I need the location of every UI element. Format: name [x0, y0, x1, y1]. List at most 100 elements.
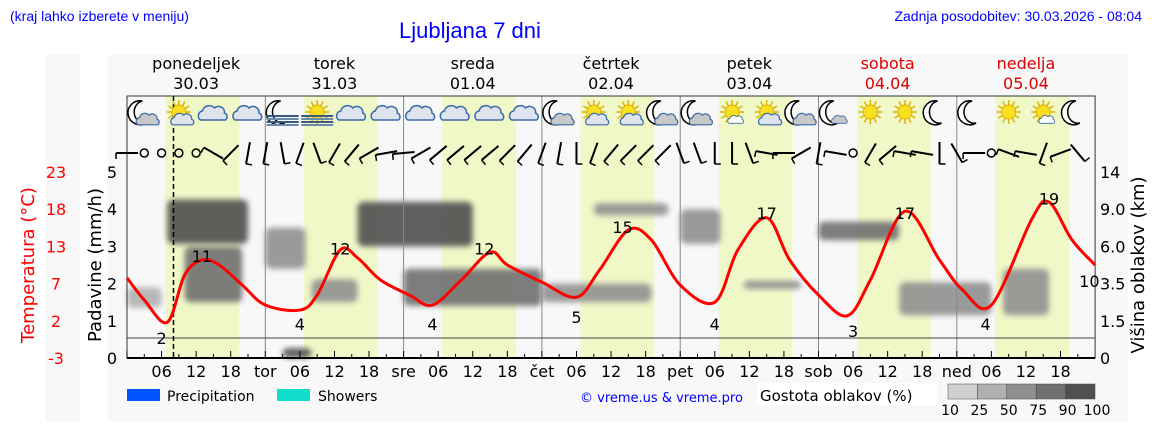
cloud-shape	[232, 104, 263, 121]
sun-ray	[759, 101, 764, 107]
sun-ray	[172, 101, 177, 107]
x-tick-day: sob	[804, 362, 832, 381]
wind-barb-feather	[295, 162, 303, 167]
wind-barb-staff	[358, 146, 380, 160]
x-tick-hour: 12	[877, 362, 897, 381]
wind-barb-staff	[911, 150, 934, 156]
sun-ray	[755, 114, 761, 119]
cloud-shape	[585, 112, 610, 126]
wind-barb-icon	[446, 145, 465, 166]
wind-barb-feather	[1084, 156, 1090, 163]
wind-barb-icon	[1049, 148, 1072, 163]
moon-cloud-icon	[645, 100, 679, 126]
density-level-label: 75	[1029, 403, 1047, 419]
wind-barb-staff	[556, 141, 563, 165]
wind-barb-icon	[713, 142, 721, 165]
sun-ray	[621, 101, 626, 107]
wind-barb-feather	[222, 160, 228, 166]
temperature-tick: 7	[51, 275, 61, 294]
wind-barb-icon	[995, 148, 1020, 158]
wind-barb-staff	[997, 148, 1020, 158]
sun-ray	[863, 101, 868, 107]
location-hint: (kraj lahko izberete v meniju)	[10, 8, 189, 24]
wind-barb-feather	[791, 158, 796, 165]
day-date: 05.04	[1003, 74, 1049, 93]
moon-cloud-icon	[680, 100, 713, 126]
cloud-height-tick: 1.5	[1100, 312, 1125, 331]
wind-calm-icon	[848, 148, 858, 158]
x-tick-hour: 06	[428, 362, 448, 381]
x-tick-hour: 18	[1050, 362, 1070, 381]
x-tick-hour: 12	[739, 362, 759, 381]
sun-ray	[1032, 114, 1038, 119]
wind-barb-icon	[754, 150, 778, 158]
cloud-shape	[370, 104, 401, 121]
sun-ray	[617, 105, 623, 110]
wind-barb-staff	[863, 142, 877, 164]
sun-disc	[897, 104, 913, 120]
sun-ray	[181, 101, 186, 107]
last-updated: Zadnja posodobitev: 30.03.2026 - 08:04	[894, 8, 1142, 24]
sun-ray	[907, 117, 912, 123]
cloud-layer	[265, 227, 306, 269]
temperature-label: 17	[756, 204, 776, 223]
moon-icon	[922, 100, 942, 126]
x-tick-hour: 18	[497, 362, 517, 381]
cloud-shape	[550, 112, 575, 126]
x-tick-hour: 12	[601, 362, 621, 381]
sun-ray	[582, 105, 589, 110]
temperature-label: 12	[330, 240, 350, 259]
x-tick-day: ned	[942, 362, 972, 381]
wind-barb-feather	[328, 161, 335, 167]
cloud-layer	[818, 221, 900, 241]
wind-barb-icon	[938, 142, 946, 165]
wind-barb-staff	[312, 142, 322, 164]
sun-ray	[894, 114, 900, 119]
wind-barb-icon	[815, 141, 823, 166]
cloud-shape	[831, 115, 848, 124]
density-swatch	[1006, 383, 1037, 400]
sun-ray	[599, 105, 605, 110]
wind-barb-feather	[517, 160, 523, 166]
sun-disc	[1001, 104, 1017, 120]
wind-barb-feather	[358, 158, 364, 165]
day-name: četrtek	[583, 54, 641, 73]
sun-small-cloud-icon	[1031, 100, 1056, 124]
moon-cloud-icon	[542, 100, 575, 126]
sun-ray	[596, 101, 601, 107]
sun-ray	[755, 105, 761, 110]
density-swatch	[947, 383, 978, 400]
wind-barb-staff	[328, 142, 341, 164]
sun-icon	[892, 100, 917, 124]
sun-ray	[1046, 101, 1050, 107]
wind-barb-staff	[498, 144, 516, 162]
wind-barb-feather	[463, 159, 469, 166]
wind-barb-icon	[498, 144, 516, 166]
wind-barb-icon	[480, 145, 500, 166]
temperature-label: 17	[895, 204, 915, 223]
temperature-label: 3	[848, 322, 858, 341]
moon-icon	[1060, 100, 1081, 126]
wind-barb-feather	[754, 150, 757, 158]
wind-barb-icon	[343, 143, 360, 166]
daylight-band	[995, 96, 1070, 358]
wind-barb-feather	[878, 159, 884, 166]
wind-barb-icon	[374, 150, 398, 161]
sun-ray	[721, 105, 727, 110]
wind-barb-feather	[637, 160, 643, 166]
cloudy-icon	[439, 104, 470, 121]
sun-ray	[1036, 117, 1041, 123]
sun-ray	[910, 114, 916, 119]
cloud-layer	[167, 199, 249, 244]
wind-barb-icon	[619, 144, 637, 166]
cloud-layer	[899, 282, 992, 316]
wind-barb-staff	[295, 142, 305, 164]
cloud-shape	[619, 112, 644, 126]
cloud-shape	[688, 112, 713, 126]
cloud-layer	[680, 209, 721, 244]
cloud-height-tick: 0	[1100, 349, 1110, 368]
wind-barb-staff	[1038, 142, 1048, 164]
density-swatch	[1035, 383, 1066, 400]
wind-barb-icon	[556, 141, 564, 166]
